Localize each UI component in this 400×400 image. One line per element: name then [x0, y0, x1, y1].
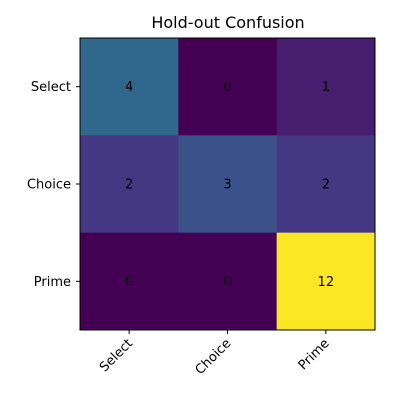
y-tick-label: Prime	[34, 275, 71, 290]
y-tick-label: Select	[31, 80, 71, 95]
y-tick-label: Choice	[27, 178, 71, 193]
y-axis-ticks: Select Choice Prime	[27, 80, 80, 290]
heatmap-cell-1-2	[276, 135, 376, 234]
cell-value-label-1-0: 2	[125, 178, 133, 193]
x-tick-label: Select	[97, 336, 136, 375]
cell-value-label-2-0: 0	[125, 275, 133, 290]
heatmap-cells	[80, 38, 376, 331]
chart-title: Hold-out Confusion	[151, 13, 304, 32]
heatmap-cell-1-1	[178, 135, 278, 234]
cell-value-label-1-1: 3	[223, 178, 231, 193]
x-tick-label: Prime	[296, 336, 333, 373]
heatmap-cell-2-0	[80, 232, 179, 331]
x-axis-ticks: Select Choice Prime	[97, 330, 333, 378]
cell-value-label-0-2: 1	[322, 80, 330, 95]
heatmap-cell-0-2	[276, 38, 376, 136]
cell-value-label-2-2: 12	[318, 275, 335, 290]
cell-value-labels: 4 0 12 3 20 0 12	[125, 80, 334, 290]
heatmap-cell-0-0	[80, 38, 179, 136]
heatmap-cell-2-2	[276, 232, 376, 331]
x-tick-label: Choice	[193, 336, 235, 378]
heatmap-cell-0-1	[178, 38, 278, 136]
cell-value-label-0-0: 4	[125, 80, 133, 95]
cell-value-label-2-1: 0	[223, 275, 231, 290]
heatmap-cell-1-0	[80, 135, 179, 234]
heatmap-cell-2-1	[178, 232, 278, 331]
cell-value-label-0-1: 0	[223, 80, 231, 95]
cell-value-label-1-2: 2	[322, 178, 330, 193]
